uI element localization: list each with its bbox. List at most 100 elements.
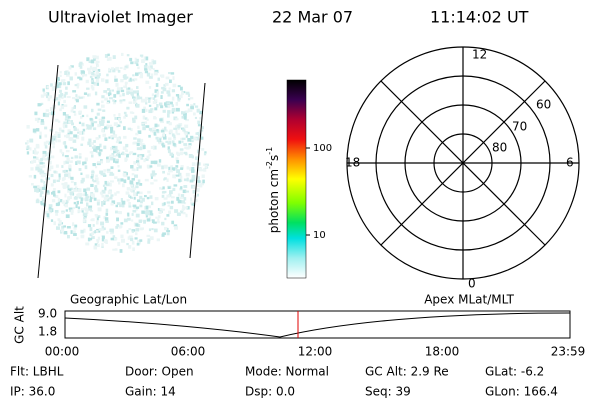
pixel [160, 105, 164, 109]
pixel [100, 121, 105, 126]
pixel [190, 109, 193, 112]
pixel [137, 125, 140, 129]
pixel [60, 228, 65, 233]
pixel [89, 227, 93, 232]
pixel [129, 195, 132, 198]
pixel [114, 237, 118, 241]
pixel [145, 56, 149, 61]
pixel [73, 126, 76, 129]
pixel [34, 111, 38, 116]
pixel [40, 170, 45, 174]
pixel [55, 138, 58, 143]
pixel [99, 191, 103, 195]
pixel [117, 242, 121, 246]
pixel [121, 238, 125, 243]
pixel [198, 133, 202, 137]
pixel [149, 65, 153, 69]
pixel [105, 194, 109, 198]
pixel [163, 164, 168, 169]
pixel [130, 184, 134, 187]
timeline-x-label: 00:00 [45, 345, 80, 359]
pixel [113, 94, 117, 98]
pixel [64, 173, 69, 177]
pixel [147, 150, 151, 153]
pixel [169, 169, 173, 173]
pixel [198, 185, 203, 188]
pixel [70, 65, 74, 68]
pixel [96, 82, 100, 86]
timeline-y-label: 9.0 [38, 307, 57, 321]
pixel [40, 102, 44, 105]
pixel [133, 100, 137, 104]
pixel [172, 142, 176, 146]
pixel [201, 148, 205, 151]
pixel [90, 65, 93, 70]
pixel [104, 180, 107, 185]
pixel [108, 124, 113, 128]
pixel [90, 59, 95, 64]
pixel [179, 187, 183, 191]
pixel [161, 208, 165, 211]
status-field: Flt: LBHL [10, 365, 64, 379]
pixel [168, 122, 172, 126]
pixel [80, 201, 83, 204]
pixel [150, 182, 154, 185]
pixel [39, 168, 43, 171]
pixel [109, 154, 113, 158]
pixel [158, 102, 163, 106]
pixel [78, 156, 82, 159]
pixel [119, 67, 123, 70]
pixel [176, 124, 181, 129]
pixel [62, 152, 65, 157]
pixel [40, 200, 43, 205]
pixel [145, 213, 148, 218]
pixel [106, 120, 110, 124]
pixel [57, 120, 61, 123]
pixel [45, 113, 49, 118]
pixel [140, 143, 145, 147]
status-field: Dsp: 0.0 [245, 385, 295, 399]
mlt-label: 0 [468, 277, 476, 291]
pixel [96, 112, 100, 116]
status-field: Gain: 14 [125, 385, 176, 399]
pixel [90, 142, 95, 145]
pixel [136, 86, 139, 89]
pixel [101, 95, 105, 99]
pixel [160, 95, 163, 99]
pixel [119, 94, 122, 98]
pixel [127, 176, 130, 180]
time: 11:14:02 UT [430, 8, 529, 27]
pixel [50, 83, 53, 87]
pixel [86, 87, 90, 90]
pixel [161, 128, 165, 131]
pixel [122, 183, 125, 188]
pixel [61, 151, 64, 155]
pixel [57, 218, 61, 221]
pixel [154, 94, 157, 98]
pixel [107, 190, 112, 195]
pixel [64, 118, 69, 121]
pixel [51, 141, 55, 145]
pixel [132, 152, 137, 156]
pixel [67, 188, 72, 191]
pixel [89, 151, 94, 154]
pixel [95, 78, 100, 83]
pixel [122, 172, 127, 177]
pixel [112, 101, 116, 105]
pixel [169, 79, 172, 84]
pixel [37, 169, 41, 173]
pixel [88, 60, 92, 63]
pixel [132, 90, 137, 94]
pixel [51, 111, 55, 116]
pixel [96, 102, 100, 106]
pixel [166, 214, 170, 217]
pixel [167, 142, 170, 145]
status-field: GLon: 166.4 [485, 385, 558, 399]
pixel [78, 63, 82, 68]
pixel [61, 225, 65, 229]
pixel [30, 167, 34, 171]
pixel [191, 203, 195, 206]
pixel [99, 170, 104, 174]
colorbar-tick-label: 10 [313, 230, 326, 241]
pixel [140, 154, 145, 157]
